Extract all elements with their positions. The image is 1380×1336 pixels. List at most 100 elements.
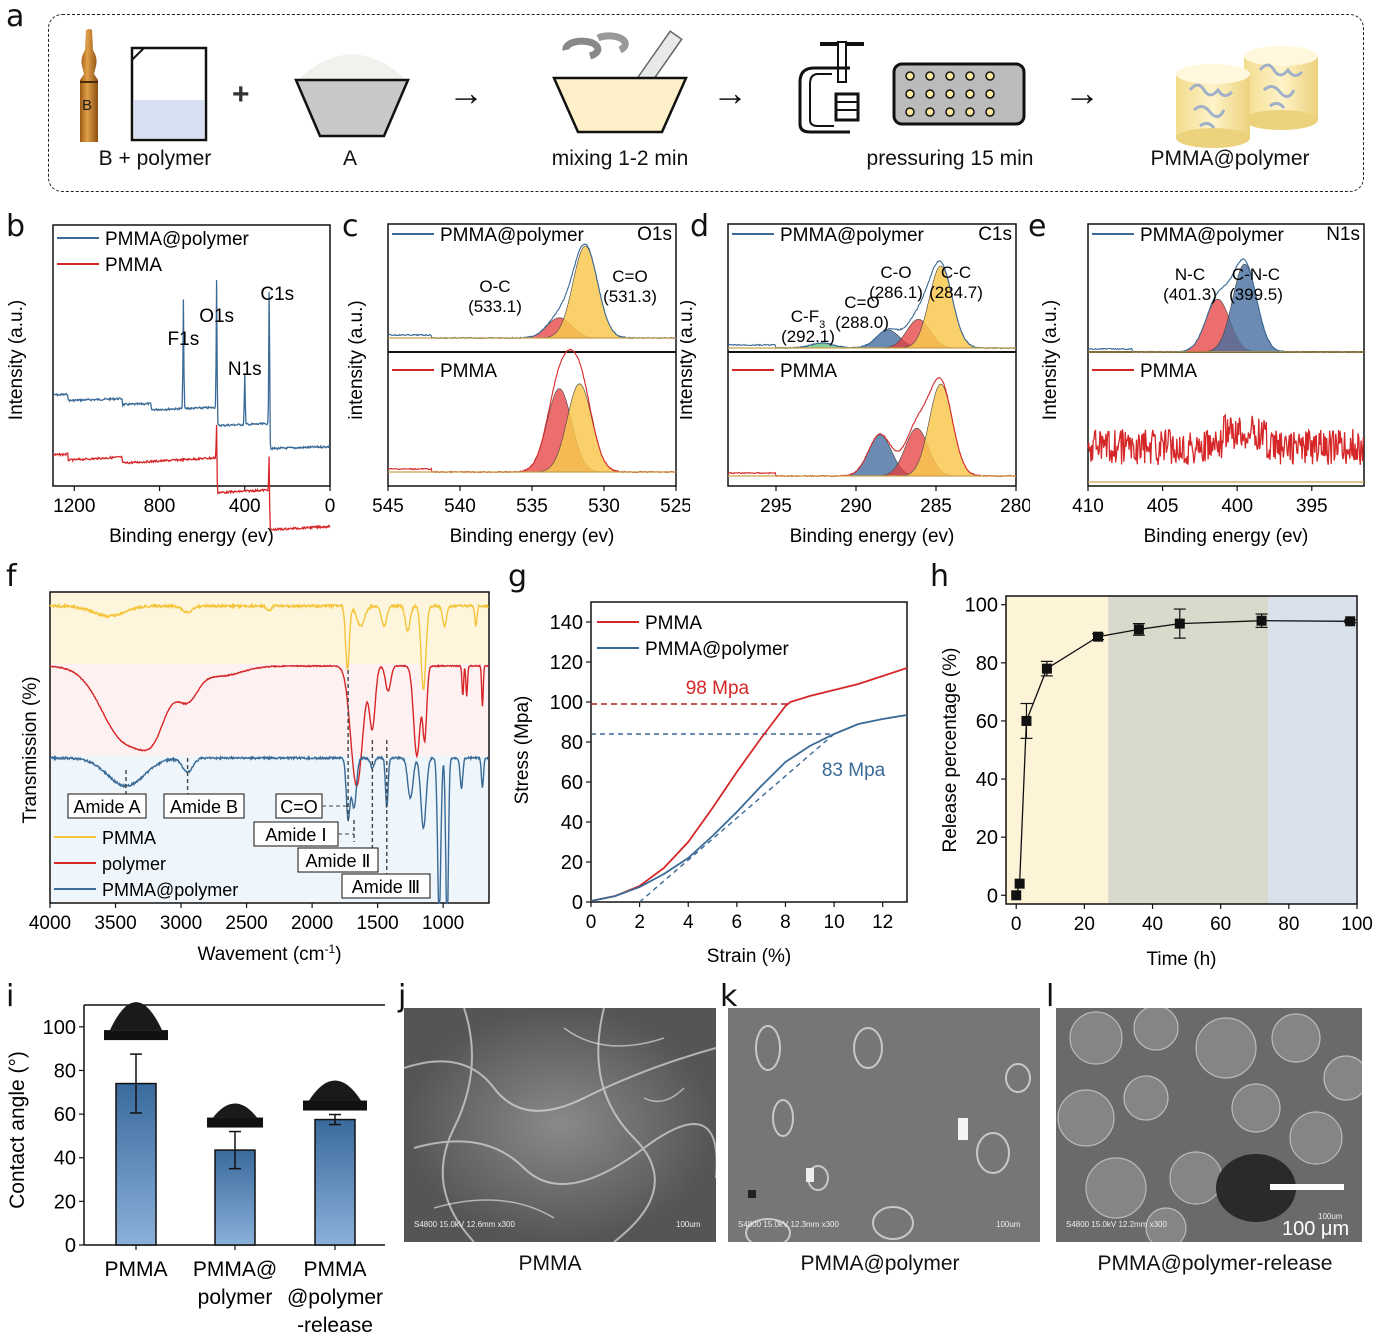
x-tick-label: 800 — [144, 496, 176, 517]
chart-c-o1s: 545 540 535 530 525 Binding energy (ev) intens… — [346, 223, 690, 547]
sem-scale-text: 100um — [1318, 1212, 1343, 1221]
y-tick-label: 20 — [54, 1191, 76, 1213]
raw-spectrum — [727, 376, 1016, 478]
peak-position: (286.1) — [869, 283, 923, 302]
x-tick-label: 20 — [1074, 914, 1095, 935]
y-tick-label: 20 — [561, 852, 583, 874]
peak-position: (288.0) — [835, 313, 889, 332]
peak-position: (292.1) — [781, 327, 835, 346]
annotation-label: Amide Ⅱ — [306, 851, 371, 871]
mortar-pestle-icon — [552, 30, 688, 134]
panel-label-l: l — [1046, 979, 1055, 1014]
time-band — [1268, 596, 1357, 904]
step-label-pmma-polymer: PMMA@polymer — [1150, 147, 1310, 170]
chart-f-ftir: 4000 3500 3000 2500 2000 1500 1000 Wavement (cm… — [20, 591, 490, 965]
step-label-mixing: mixing 1-2 min — [551, 147, 689, 170]
data-point — [1174, 618, 1185, 629]
x-tick-label: 285 — [920, 496, 952, 517]
x-tick-label: 40 — [1142, 914, 1163, 935]
plot-frame — [590, 601, 908, 903]
x-tick-label: 2 — [634, 912, 645, 933]
panel-label-c: c — [342, 209, 359, 244]
category-label: -release — [297, 1314, 373, 1336]
x-tick-label: 295 — [760, 496, 792, 517]
legend-label: PMMA — [780, 361, 837, 382]
droplet-icon — [213, 1103, 257, 1118]
x-axis-label: Wavement (cm-1) — [197, 942, 341, 965]
x-tick-label: 12 — [872, 912, 893, 933]
panel-label-i: i — [6, 979, 15, 1014]
legend-label: PMMA — [102, 828, 156, 848]
peak-label: C-N-C — [1232, 265, 1280, 284]
annotation-label: Amide B — [170, 797, 238, 817]
ampoule-letter: B — [82, 97, 92, 114]
x-tick-label: 0 — [325, 496, 336, 517]
peak-position: (401.3) — [1163, 285, 1217, 304]
fit-component-peak-0 — [388, 388, 676, 473]
core-level-title: N1s — [1326, 224, 1360, 245]
x-tick-label: 10 — [824, 912, 845, 933]
band-pmma — [50, 592, 489, 664]
x-tick-label: 4 — [683, 912, 694, 933]
y-tick-label: 80 — [54, 1060, 76, 1082]
legend-label: PMMA@polymer — [1140, 225, 1285, 246]
time-band — [1108, 596, 1269, 904]
plot-frame — [49, 591, 490, 904]
category-label: PMMA@ — [193, 1258, 277, 1281]
step-label-b-polymer: B + polymer — [98, 147, 212, 170]
y-tick-label: 120 — [550, 652, 583, 674]
y-axis-label: Intensity (a.u.) — [6, 300, 27, 420]
x-tick-label: 2000 — [291, 913, 333, 934]
curve-pmma — [590, 667, 908, 902]
panel-label-h: h — [930, 559, 950, 594]
legend-label: PMMA — [105, 255, 162, 276]
spectrum-polymer — [49, 663, 490, 787]
sem-caption-pmma-polymer-release: PMMA@polymer-release — [1097, 1252, 1333, 1275]
time-band — [1006, 596, 1109, 904]
x-tick-label: 100 — [1341, 914, 1373, 935]
arrow-1: → — [448, 72, 484, 113]
x-tick-label: 540 — [444, 496, 476, 517]
annotation-box — [163, 793, 245, 819]
peak-label: C=O — [844, 293, 879, 312]
y-tick-label: 60 — [976, 711, 998, 733]
y-tick-label: 140 — [550, 612, 583, 634]
y-axis-label: Intensity (a.u.) — [1040, 300, 1061, 420]
annotation-label: C=O — [280, 797, 318, 817]
panel-label-b: b — [6, 209, 26, 244]
x-tick-label: 405 — [1147, 496, 1179, 517]
y-tick-label: 40 — [54, 1148, 76, 1170]
cylinder-samples-icon — [1176, 46, 1318, 148]
sem-caption-pmma: PMMA — [518, 1252, 582, 1275]
peak-label: O1s — [199, 306, 234, 327]
legend-label: PMMA — [1140, 361, 1197, 382]
peak-label: C=O — [612, 267, 647, 286]
chart-h-release: 0 20 40 60 80 100 0 20 40 60 80 100 Time (h) Release … — [940, 595, 1373, 970]
data-point — [1345, 616, 1356, 627]
x-tick-label: 8 — [780, 912, 791, 933]
peak-position: (531.3) — [603, 287, 657, 306]
x-tick-label: 0 — [586, 912, 597, 933]
peak-position: (533.1) — [468, 297, 522, 316]
x-tick-label: 400 — [229, 496, 261, 517]
droplet-icon — [110, 1002, 162, 1031]
data-point — [1014, 878, 1025, 889]
peak-label: N1s — [228, 359, 262, 380]
raw-spectrum — [387, 348, 677, 474]
x-tick-label: 395 — [1296, 496, 1328, 517]
x-tick-label: 60 — [1210, 914, 1231, 935]
y-tick-label: 20 — [976, 827, 998, 849]
y-axis-label: Transmission (%) — [20, 676, 41, 823]
x-tick-label: 400 — [1221, 496, 1253, 517]
data-point — [1011, 890, 1022, 901]
panel-label-d: d — [690, 209, 710, 244]
sem-info: S4800 15.0kV 12.3mm x300 — [738, 1220, 839, 1229]
plot-frame — [387, 223, 677, 487]
data-point — [1041, 663, 1052, 674]
peak-label: F1s — [168, 329, 200, 350]
annotation-pmma: 98 Mpa — [686, 678, 750, 699]
y-axis-label: intensity (a.u.) — [346, 300, 367, 419]
core-level-title: O1s — [637, 224, 672, 245]
clamp-and-mold-icon — [798, 41, 1026, 134]
y-tick-label: 100 — [43, 1017, 76, 1039]
